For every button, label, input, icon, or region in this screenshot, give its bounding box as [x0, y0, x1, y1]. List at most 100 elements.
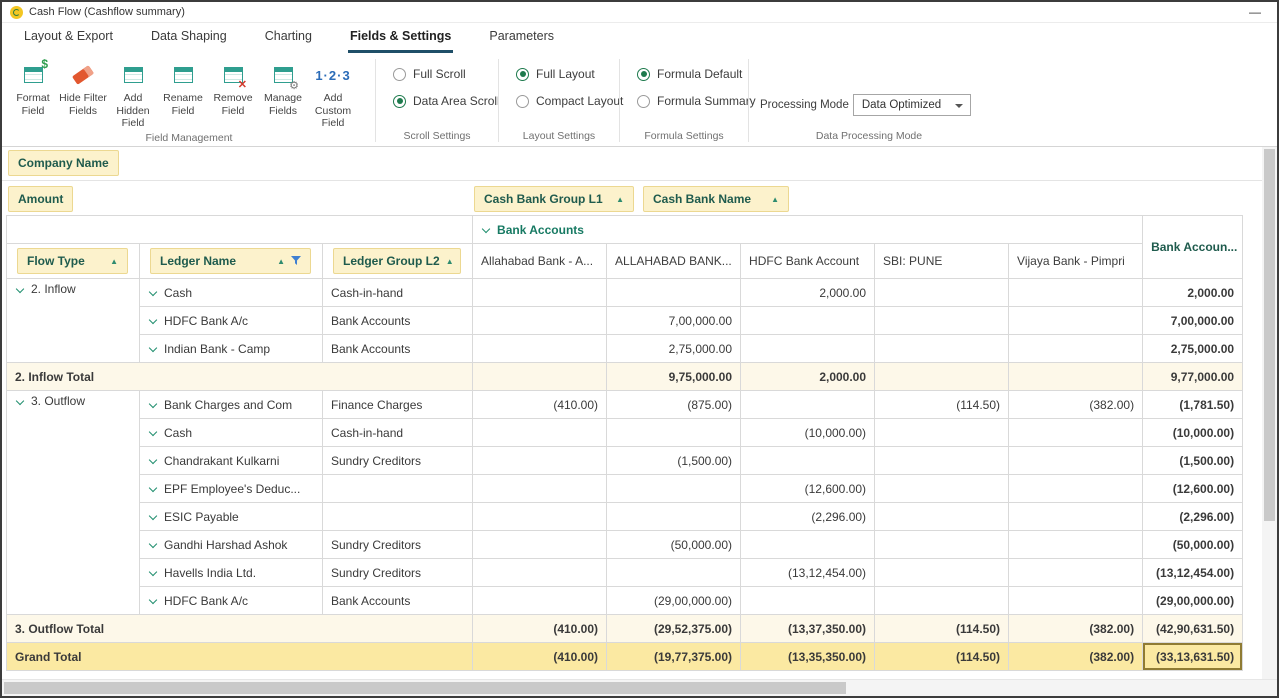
row-total-cell[interactable]: (10,000.00): [1142, 418, 1244, 447]
data-cell[interactable]: [472, 446, 608, 475]
data-cell[interactable]: [472, 362, 608, 391]
row-total-cell[interactable]: (1,500.00): [1142, 446, 1244, 475]
data-cell[interactable]: [740, 586, 876, 615]
collapse-icon[interactable]: [15, 284, 25, 294]
data-cell[interactable]: (114.50): [874, 642, 1010, 671]
data-cell[interactable]: [606, 474, 742, 503]
expand-icon[interactable]: [148, 484, 158, 493]
data-cell[interactable]: [1008, 502, 1144, 531]
data-cell[interactable]: 7,00,000.00: [606, 306, 742, 335]
column-header[interactable]: SBI: PUNE: [874, 243, 1010, 279]
tab-parameters[interactable]: Parameters: [489, 29, 554, 43]
remove-field-button[interactable]: ✕ Remove Field: [208, 59, 258, 117]
data-cell[interactable]: [874, 278, 1010, 307]
row-field-flow-type[interactable]: Flow Type ▲: [17, 248, 128, 274]
data-cell[interactable]: [1008, 474, 1144, 503]
hide-filter-fields-button[interactable]: Hide Filter Fields: [58, 59, 108, 117]
column-field-cash-bank-name[interactable]: Cash Bank Name ▲: [643, 186, 789, 212]
ledger-cell[interactable]: ESIC Payable: [139, 502, 323, 531]
data-cell[interactable]: [472, 334, 608, 363]
data-cell[interactable]: [472, 418, 608, 447]
ledger-cell[interactable]: Gandhi Harshad Ashok: [139, 530, 323, 559]
expand-icon[interactable]: [148, 344, 158, 353]
data-cell[interactable]: 9,75,000.00: [606, 362, 742, 391]
expand-icon[interactable]: [148, 316, 158, 325]
data-cell[interactable]: (10,000.00): [740, 418, 876, 447]
total-label-cell[interactable]: 3. Outflow Total: [5, 614, 474, 643]
row-field-ledger-name[interactable]: Ledger Name ▲: [150, 248, 311, 274]
manage-fields-button[interactable]: ⚙ Manage Fields: [258, 59, 308, 117]
column-field-cash-bank-group-l1[interactable]: Cash Bank Group L1 ▲: [474, 186, 634, 212]
row-total-cell[interactable]: (42,90,631.50): [1142, 614, 1244, 643]
format-field-button[interactable]: $ Format Field: [16, 57, 50, 117]
filter-icon[interactable]: [291, 256, 301, 266]
data-cell[interactable]: [1008, 334, 1144, 363]
radio-data-area-scroll[interactable]: Data Area Scroll: [393, 94, 500, 108]
add-hidden-field-button[interactable]: Add Hidden Field: [108, 59, 158, 130]
data-cell[interactable]: (875.00): [606, 390, 742, 419]
column-header[interactable]: ALLAHABAD BANK...: [606, 243, 742, 279]
tab-fields-settings[interactable]: Fields & Settings: [347, 29, 454, 53]
ledger-group-cell[interactable]: Sundry Creditors: [321, 558, 474, 587]
data-cell[interactable]: [606, 418, 742, 447]
data-cell[interactable]: [874, 334, 1010, 363]
data-cell[interactable]: [874, 474, 1010, 503]
data-cell[interactable]: [874, 530, 1010, 559]
data-cell[interactable]: (19,77,375.00): [606, 642, 742, 671]
row-total-cell[interactable]: (12,600.00): [1142, 474, 1244, 503]
data-cell[interactable]: [1008, 278, 1144, 307]
collapse-icon[interactable]: [15, 396, 25, 406]
data-cell[interactable]: [740, 334, 876, 363]
data-cell[interactable]: 2,75,000.00: [606, 334, 742, 363]
data-cell[interactable]: [740, 306, 876, 335]
add-custom-field-button[interactable]: 1·2·3 Add Custom Field: [308, 59, 358, 130]
data-cell[interactable]: [472, 474, 608, 503]
grand-total-cell-selected[interactable]: (33,13,631.50): [1142, 642, 1244, 671]
row-total-cell[interactable]: (50,000.00): [1142, 530, 1244, 559]
ledger-group-cell[interactable]: Sundry Creditors: [321, 530, 474, 559]
data-cell[interactable]: [874, 502, 1010, 531]
data-cell[interactable]: [472, 502, 608, 531]
ledger-group-cell[interactable]: [321, 474, 474, 503]
filter-field-company-name[interactable]: Company Name: [8, 150, 119, 176]
data-cell[interactable]: (13,37,350.00): [740, 614, 876, 643]
row-total-cell[interactable]: 9,77,000.00: [1142, 362, 1244, 391]
data-cell[interactable]: (1,500.00): [606, 446, 742, 475]
data-cell[interactable]: [874, 418, 1010, 447]
expand-icon[interactable]: [148, 512, 158, 521]
column-header[interactable]: HDFC Bank Account: [740, 243, 876, 279]
tab-charting[interactable]: Charting: [264, 29, 312, 43]
data-cell[interactable]: [874, 558, 1010, 587]
row-total-cell[interactable]: 2,000.00: [1142, 278, 1244, 307]
radio-formula-default[interactable]: Formula Default: [637, 67, 742, 81]
data-cell[interactable]: [1008, 586, 1144, 615]
ledger-group-cell[interactable]: Bank Accounts: [321, 334, 474, 363]
data-cell[interactable]: [874, 446, 1010, 475]
flow-type-cell[interactable]: 2. Inflow: [6, 278, 140, 363]
grand-total-column-header[interactable]: Bank Accoun...: [1142, 215, 1244, 279]
radio-full-scroll[interactable]: Full Scroll: [393, 67, 489, 81]
data-cell[interactable]: (410.00): [472, 614, 608, 643]
ledger-cell[interactable]: Cash: [139, 278, 323, 307]
data-cell[interactable]: (50,000.00): [606, 530, 742, 559]
tab-data-shaping[interactable]: Data Shaping: [150, 29, 227, 43]
data-cell[interactable]: [1008, 306, 1144, 335]
data-cell[interactable]: [1008, 418, 1144, 447]
ledger-group-cell[interactable]: Cash-in-hand: [321, 278, 474, 307]
expand-icon[interactable]: [148, 568, 158, 577]
data-cell[interactable]: [874, 362, 1010, 391]
ledger-group-cell[interactable]: Bank Accounts: [321, 306, 474, 335]
radio-full-layout[interactable]: Full Layout: [516, 67, 610, 81]
data-cell[interactable]: (13,35,350.00): [740, 642, 876, 671]
data-cell[interactable]: [740, 446, 876, 475]
row-field-ledger-group-l2[interactable]: Ledger Group L2 ▲: [333, 248, 462, 274]
radio-formula-summary[interactable]: Formula Summary: [637, 94, 756, 108]
data-field-amount[interactable]: Amount: [8, 186, 74, 212]
ledger-group-cell[interactable]: Bank Accounts: [321, 586, 474, 615]
data-cell[interactable]: (410.00): [472, 390, 608, 419]
rename-field-button[interactable]: Rename Field: [158, 59, 208, 117]
data-cell[interactable]: (29,52,375.00): [606, 614, 742, 643]
data-cell[interactable]: [1008, 446, 1144, 475]
data-cell[interactable]: (382.00): [1008, 642, 1144, 671]
data-cell[interactable]: [472, 530, 608, 559]
